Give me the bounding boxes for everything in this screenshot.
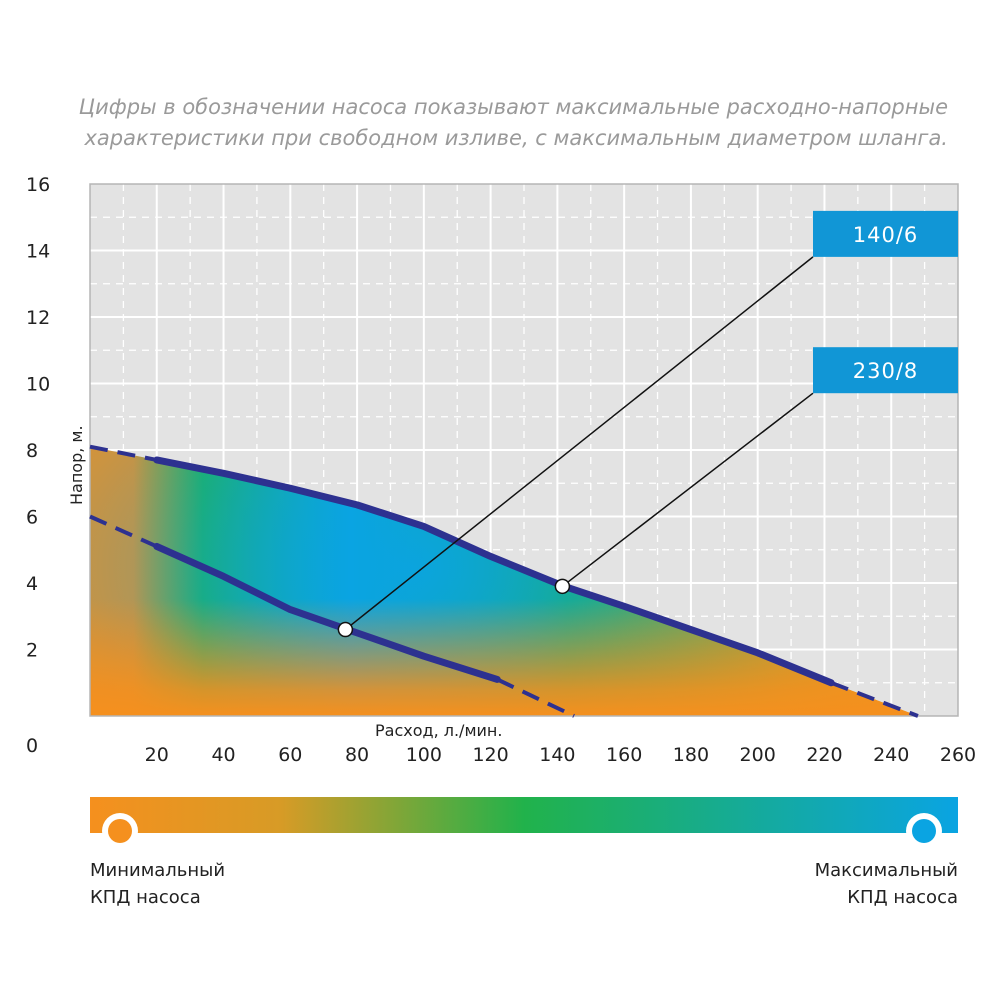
max-efficiency-label-line-1: Максимальный — [814, 860, 958, 881]
model-tag-box — [813, 347, 958, 394]
x-tick-label: 40 — [211, 744, 235, 766]
y-tick-label: 14 — [26, 241, 50, 263]
y-tick-label: 6 — [26, 507, 38, 529]
min-efficiency-label-line-2: КПД насоса — [90, 887, 201, 908]
x-tick-label: 80 — [345, 744, 369, 766]
model-tag-label: 230/8 — [853, 359, 919, 383]
min-efficiency-dot-core — [108, 819, 132, 843]
leader-lines: 140/6 230/8 — [337, 210, 958, 638]
leader-line — [561, 392, 814, 587]
note-line-1: Цифры в обозначении насоса показывают ма… — [78, 95, 948, 119]
x-tick-label: 260 — [940, 744, 976, 766]
note-line-2: характеристики при свободном изливе, с м… — [84, 126, 948, 150]
x-tick-label: 120 — [472, 744, 508, 766]
x-tick-label: 180 — [673, 744, 709, 766]
x-tick-label: 160 — [606, 744, 642, 766]
model-tag-label: 140/6 — [853, 223, 919, 247]
x-tick-label: 140 — [539, 744, 575, 766]
y-tick-label: 16 — [26, 174, 50, 196]
plot-frame — [89, 183, 959, 717]
model-tag-140-6: 140/6 — [337, 210, 958, 638]
chart-note: Цифры в обозначении насоса показывают ма… — [60, 92, 948, 154]
y-tick-label: 10 — [26, 374, 50, 396]
y-tick-label: 4 — [26, 573, 38, 595]
min-efficiency-label-line-1: Минимальный — [90, 860, 226, 881]
max-efficiency-label: Максимальный КПД насоса — [815, 857, 958, 911]
curve-marker — [554, 578, 571, 595]
max-efficiency-dot-core — [912, 819, 936, 843]
model-tag-box — [813, 210, 958, 257]
y-tick-label: 8 — [26, 440, 38, 462]
curve-dashed-end — [830, 680, 919, 718]
y-axis-label: Напор, м. — [67, 425, 86, 505]
curve-140-6 — [89, 514, 575, 718]
curve-solid-140-6 — [153, 542, 501, 683]
max-efficiency-label-line-2: КПД насоса — [847, 887, 958, 908]
y-tick-label: 2 — [26, 640, 38, 662]
curve-dashed-end — [496, 677, 575, 718]
x-tick-label: 60 — [278, 744, 302, 766]
x-axis-label: Расход, л./мин. — [375, 721, 502, 740]
model-tag-230-8: 230/8 — [554, 347, 958, 595]
pump-curves — [89, 444, 919, 718]
x-tick-label: 100 — [406, 744, 442, 766]
curve-dashed-start — [89, 514, 158, 549]
x-tick-label: 20 — [145, 744, 169, 766]
efficiency-scale — [90, 797, 958, 849]
x-tick-label: 240 — [873, 744, 909, 766]
x-tick-label: 220 — [806, 744, 842, 766]
curve-marker — [337, 621, 354, 638]
curve-solid-230-8 — [153, 456, 835, 687]
min-efficiency-label: Минимальный КПД насоса — [90, 857, 225, 911]
y-tick-label: 0 — [26, 735, 38, 757]
curve-230-8 — [89, 444, 919, 718]
y-tick-label: 12 — [26, 307, 50, 329]
leader-line — [344, 256, 814, 631]
x-tick-label: 200 — [740, 744, 776, 766]
curve-dashed-start — [89, 444, 158, 462]
axis-ticks: 0 2 4 6 8 10 12 14 16 20 40 60 80 100 120 140 160 180 200 2… — [26, 174, 976, 766]
